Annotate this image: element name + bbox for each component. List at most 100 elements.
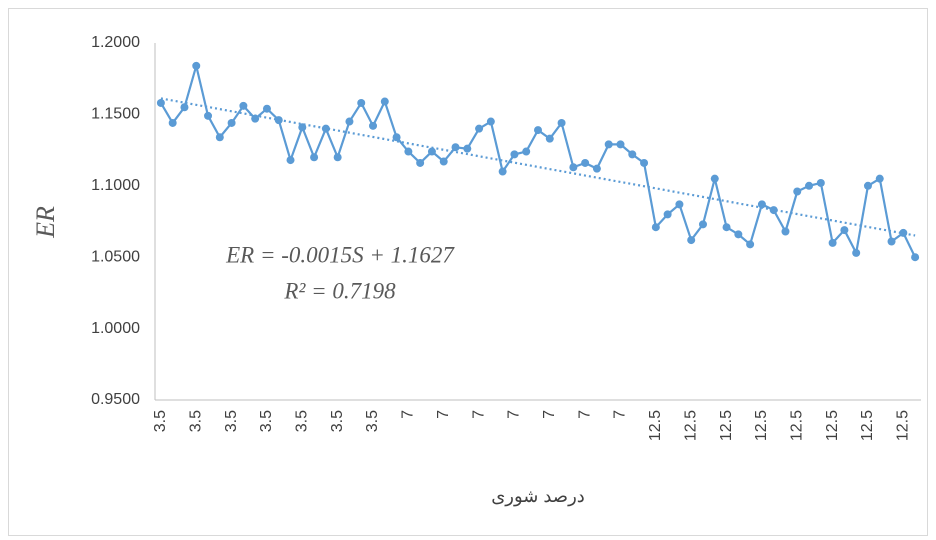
data-point [522,147,531,156]
data-point [262,104,271,113]
data-point [793,187,802,196]
x-tick-label: 3.5 [152,410,169,432]
data-point [227,118,236,127]
x-tick-label: 7 [400,410,417,419]
data-point [404,147,413,156]
data-point [887,237,896,246]
data-point [746,240,755,249]
data-point [416,158,425,167]
x-tick-label: 7 [435,410,452,419]
data-point [569,163,578,172]
data-point [168,118,177,127]
y-tick-label: 1.0500 [91,248,140,265]
data-point [722,223,731,232]
x-axis-label: درصد شوری [491,486,585,507]
data-point [333,153,342,162]
x-tick-label: 12.5 [753,410,770,441]
data-point [298,123,307,132]
x-tick-label: 12.5 [718,410,735,441]
data-point [534,126,542,135]
data-point [840,226,849,235]
data-point [192,61,201,70]
data-point [380,97,389,106]
data-point [651,223,660,232]
data-point [204,111,213,120]
data-point [816,178,825,187]
data-point [251,114,260,123]
data-point [592,164,601,173]
x-tick-label: 3.5 [187,410,204,432]
x-tick-label: 7 [470,410,487,419]
x-tick-label: 7 [576,410,593,419]
y-tick-label: 0.9500 [91,391,140,408]
data-point [734,230,743,239]
data-point [687,236,696,245]
x-tick-label: 7 [612,410,629,419]
data-point [392,133,401,142]
data-point [156,98,165,107]
x-tick-label: 12.5 [895,410,912,441]
data-point [427,147,436,156]
data-point [675,200,684,209]
x-tick-label: 12.5 [647,410,664,441]
data-point [451,143,460,152]
data-point [698,220,707,229]
x-tick-label: 12.5 [859,410,876,441]
data-point [215,133,224,142]
data-point [239,101,248,110]
data-point [911,253,920,262]
data-point [781,227,790,236]
data-point [899,228,908,237]
data-point [369,121,378,130]
data-point [628,150,637,159]
y-tick-label: 1.2000 [91,34,140,51]
data-point [581,158,590,167]
data-point [805,181,814,190]
x-tick-label: 12.5 [788,410,805,441]
x-tick-label: 7 [506,410,523,419]
x-tick-label: 12.5 [682,410,699,441]
data-point [828,238,837,247]
data-point [616,140,625,149]
data-point [274,116,283,125]
data-point [769,206,778,215]
data-point [863,181,872,190]
y-tick-label: 1.1500 [91,106,140,123]
x-tick-label: 3.5 [329,410,346,432]
data-point [557,118,566,127]
x-tick-label: 3.5 [294,410,311,432]
data-point [486,117,495,126]
x-tick-label: 3.5 [223,410,240,432]
data-point [757,200,766,209]
data-point [663,210,672,219]
trend-equation: ER = -0.0015S + 1.1627 [225,242,455,267]
y-tick-label: 1.1000 [91,177,140,194]
data-point [286,156,295,165]
data-point [180,103,189,112]
x-tick-label: 12.5 [824,410,841,441]
data-point [875,174,884,183]
data-point [357,98,366,107]
data-point [852,248,861,257]
data-point [498,167,507,176]
data-point [710,174,719,183]
data-point [475,124,484,133]
x-tick-label: 3.5 [258,410,275,432]
data-point [439,157,448,166]
data-point [310,153,319,162]
x-tick-label: 7 [541,410,558,419]
data-point [345,117,354,126]
y-axis-label: ER [31,206,60,239]
data-point [463,144,472,153]
data-point [321,124,330,133]
trend-r-squared: R² = 0.7198 [283,278,396,303]
data-point [604,140,613,149]
chart-border [8,8,928,536]
data-point [510,150,519,159]
y-tick-label: 1.0000 [91,320,140,337]
data-point [640,158,649,167]
x-tick-label: 3.5 [364,410,381,432]
data-point [545,134,554,143]
